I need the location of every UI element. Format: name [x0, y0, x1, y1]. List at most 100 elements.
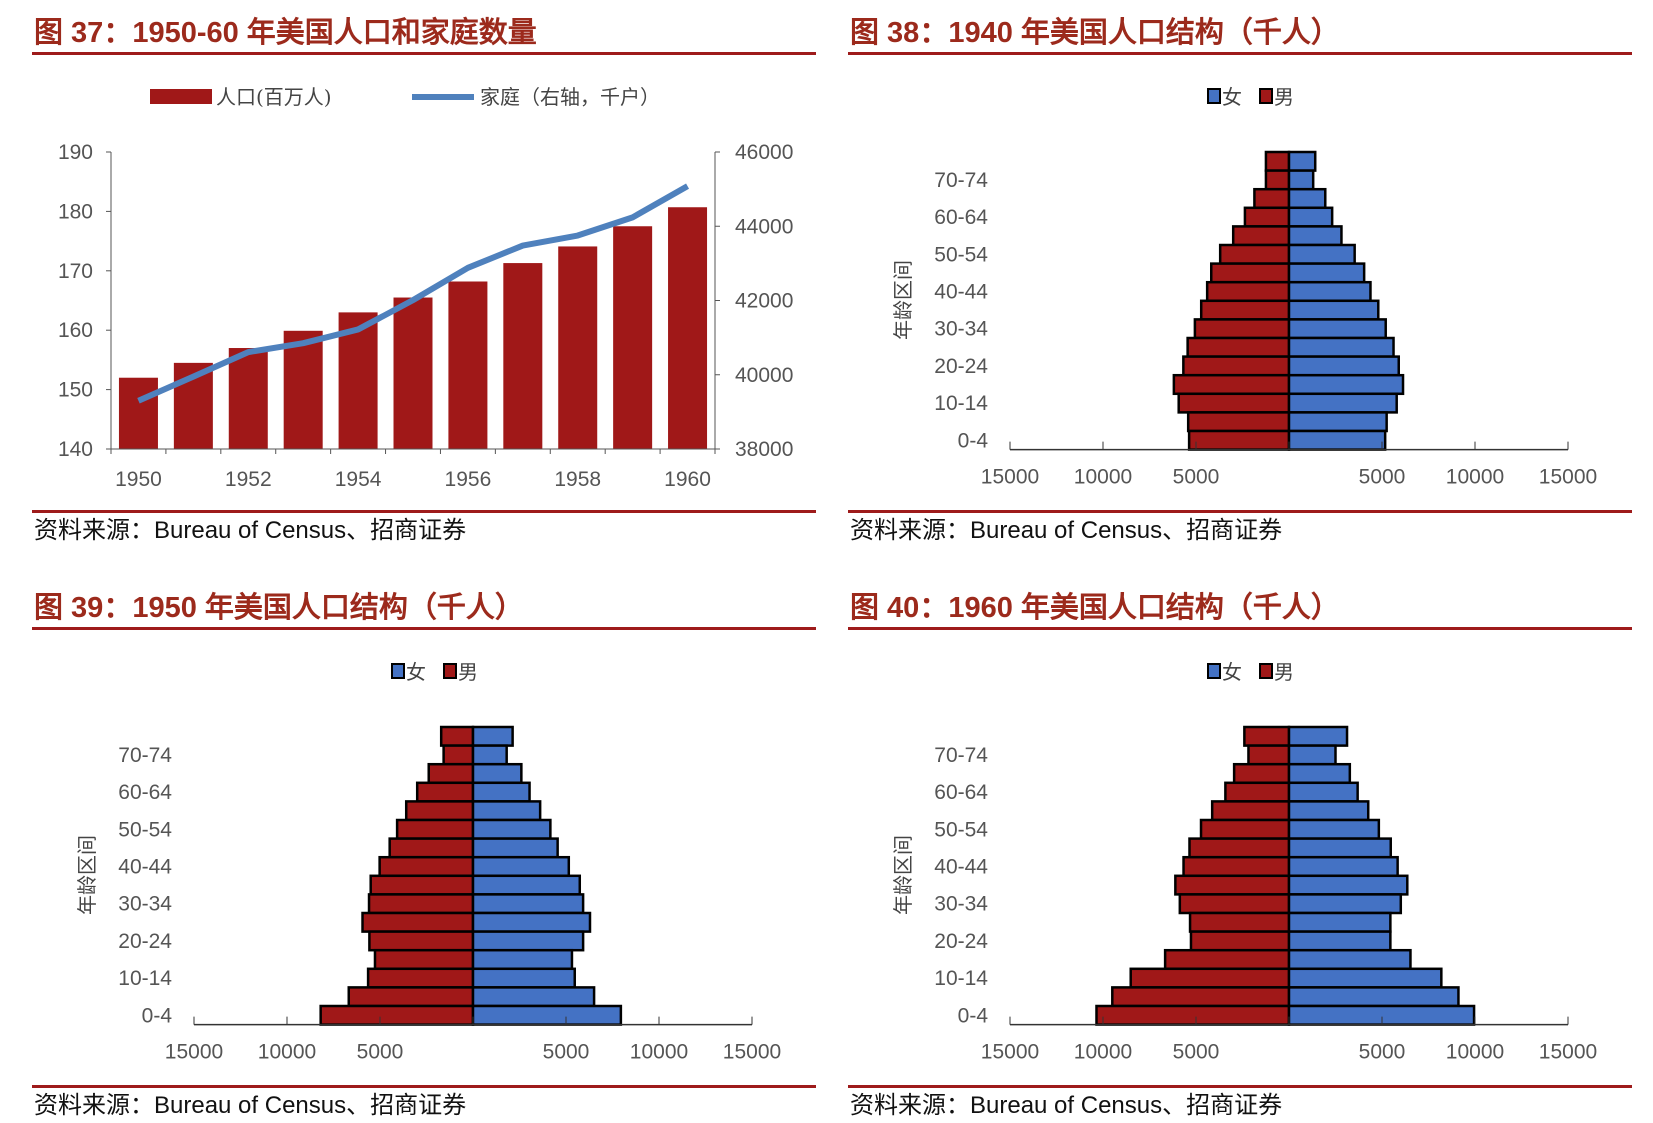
male-bar	[1205, 280, 1291, 303]
female-bar	[471, 893, 585, 915]
male-bar	[427, 762, 475, 785]
title-rule	[32, 627, 816, 630]
x-tick-label: 15000	[1539, 466, 1597, 489]
right-tick-label: 46000	[735, 141, 793, 164]
male-bar	[1210, 262, 1291, 284]
female-bar	[471, 1004, 623, 1026]
left-tick-label: 170	[58, 260, 93, 283]
x-tick-label: 1960	[664, 468, 711, 491]
female-bar	[1287, 299, 1380, 321]
female-bar	[1287, 243, 1356, 265]
female-bar	[471, 948, 574, 971]
x-tick-label: 1958	[554, 468, 601, 491]
age-tick-label: 70-74	[934, 169, 988, 192]
female-bar	[471, 874, 582, 896]
male-bar	[1188, 837, 1291, 859]
source-note: 资料来源：Bureau of Census、招商证券	[850, 1092, 1282, 1119]
female-bar	[1287, 355, 1400, 377]
figure-38-panel: 图 38：1940 年美国人口结构（千人） 资料来源：Bureau of Cens…	[816, 0, 1632, 548]
age-tick-label: 70-74	[934, 744, 988, 767]
female-bar	[1287, 187, 1327, 210]
x-tick-label: 15000	[723, 1041, 781, 1064]
left-tick-label: 180	[58, 200, 93, 223]
age-tick-label: 60-64	[934, 781, 988, 804]
male-bar	[1186, 336, 1291, 358]
population-bar	[283, 330, 323, 449]
female-bar	[1287, 169, 1315, 191]
female-bar	[471, 818, 552, 840]
legend-swatch-female	[391, 663, 405, 679]
x-tick-label: 10000	[1074, 1041, 1132, 1064]
female-bar	[1287, 150, 1317, 172]
male-bar	[1163, 948, 1291, 971]
source-rule	[32, 510, 816, 513]
female-bar	[1287, 930, 1392, 952]
male-bar	[367, 893, 475, 915]
figure-39-panel: 图 39：1950 年美国人口结构（千人） 资料来源：Bureau of Cens…	[0, 575, 816, 1123]
x-tick-label: 1952	[225, 468, 272, 491]
x-tick-label: 15000	[165, 1041, 223, 1064]
male-bar	[415, 781, 475, 803]
male-bar	[1231, 225, 1291, 247]
male-bar	[1111, 986, 1291, 1008]
male-bar	[1186, 411, 1291, 433]
male-bar	[1218, 243, 1291, 265]
source-note: 资料来源：Bureau of Census、招商证券	[34, 517, 466, 544]
age-tick-label: 0-4	[142, 1004, 173, 1027]
female-bar	[1287, 392, 1398, 414]
x-tick-label: 1950	[115, 468, 162, 491]
male-bar	[378, 855, 475, 878]
left-tick-label: 140	[58, 438, 93, 461]
chart-title: 图 40：1960 年美国人口结构（千人）	[850, 590, 1340, 624]
female-bar	[471, 837, 559, 859]
female-bar	[471, 800, 542, 822]
female-bar	[471, 911, 592, 933]
male-bar	[1177, 392, 1291, 414]
female-bar	[471, 930, 585, 952]
male-bar	[369, 874, 475, 896]
age-tick-label: 10-14	[934, 392, 988, 415]
age-tick-label: 30-34	[934, 318, 988, 341]
female-bar	[471, 762, 523, 785]
male-bar	[1182, 355, 1291, 377]
male-bar	[1187, 429, 1291, 451]
male-bar	[1189, 930, 1291, 952]
x-tick-label: 5000	[1173, 466, 1220, 489]
x-tick-label: 5000	[1359, 466, 1406, 489]
legend-swatch-female	[1207, 88, 1221, 104]
male-bar	[1232, 762, 1291, 785]
female-bar	[1287, 411, 1388, 433]
legend-swatch-female	[1207, 663, 1221, 679]
legend-label-male: 男	[458, 660, 478, 684]
male-bar	[366, 967, 475, 989]
x-tick-label: 5000	[1359, 1041, 1406, 1064]
male-bar	[1095, 1004, 1291, 1026]
age-tick-label: 60-64	[118, 781, 172, 804]
male-bar	[1174, 874, 1291, 896]
age-tick-label: 10-14	[118, 967, 172, 990]
legend-swatch-population	[150, 89, 212, 104]
age-tick-label: 40-44	[934, 856, 988, 879]
female-bar	[1287, 744, 1337, 766]
female-bar	[1287, 781, 1359, 803]
male-bar	[395, 818, 475, 840]
x-tick-label: 10000	[258, 1041, 316, 1064]
x-tick-label: 15000	[1539, 1041, 1597, 1064]
age-tick-label: 50-54	[118, 818, 172, 841]
male-bar	[388, 837, 475, 859]
source-rule	[848, 1085, 1632, 1088]
right-tick-label: 38000	[735, 438, 793, 461]
female-bar	[1287, 837, 1392, 859]
population-bar	[393, 297, 433, 449]
population-bar	[613, 226, 653, 449]
x-tick-label: 15000	[981, 466, 1039, 489]
male-bar	[1264, 169, 1291, 191]
female-bar	[1287, 725, 1349, 747]
male-bar	[439, 725, 475, 747]
population-bar	[668, 207, 708, 449]
female-bar	[1287, 855, 1399, 878]
male-bar	[361, 911, 475, 933]
male-bar	[1182, 855, 1291, 878]
right-tick-label: 40000	[735, 364, 793, 387]
